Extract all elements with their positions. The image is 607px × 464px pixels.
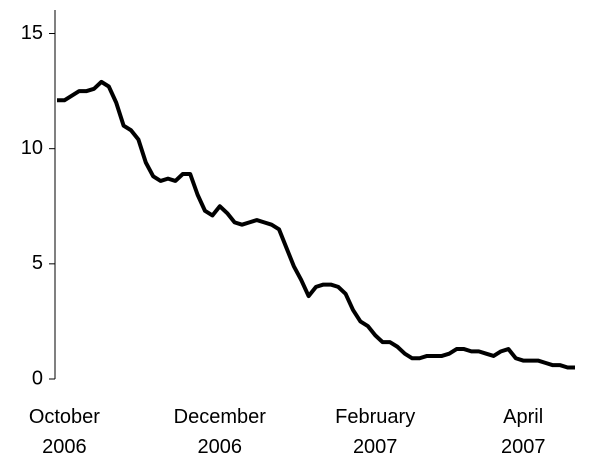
x-tick-label: April 2007 bbox=[500, 406, 546, 458]
x-tick-label: December 2006 bbox=[173, 406, 266, 458]
x-tick-label: October 2006 bbox=[28, 406, 100, 458]
x-tick-label: February 2007 bbox=[335, 406, 416, 458]
data-line bbox=[57, 79, 575, 370]
y-tick-label: 5 bbox=[32, 252, 43, 274]
y-tick-label: 0 bbox=[32, 367, 43, 389]
y-tick-label: 10 bbox=[21, 137, 43, 159]
y-tick-label: 15 bbox=[21, 22, 43, 44]
